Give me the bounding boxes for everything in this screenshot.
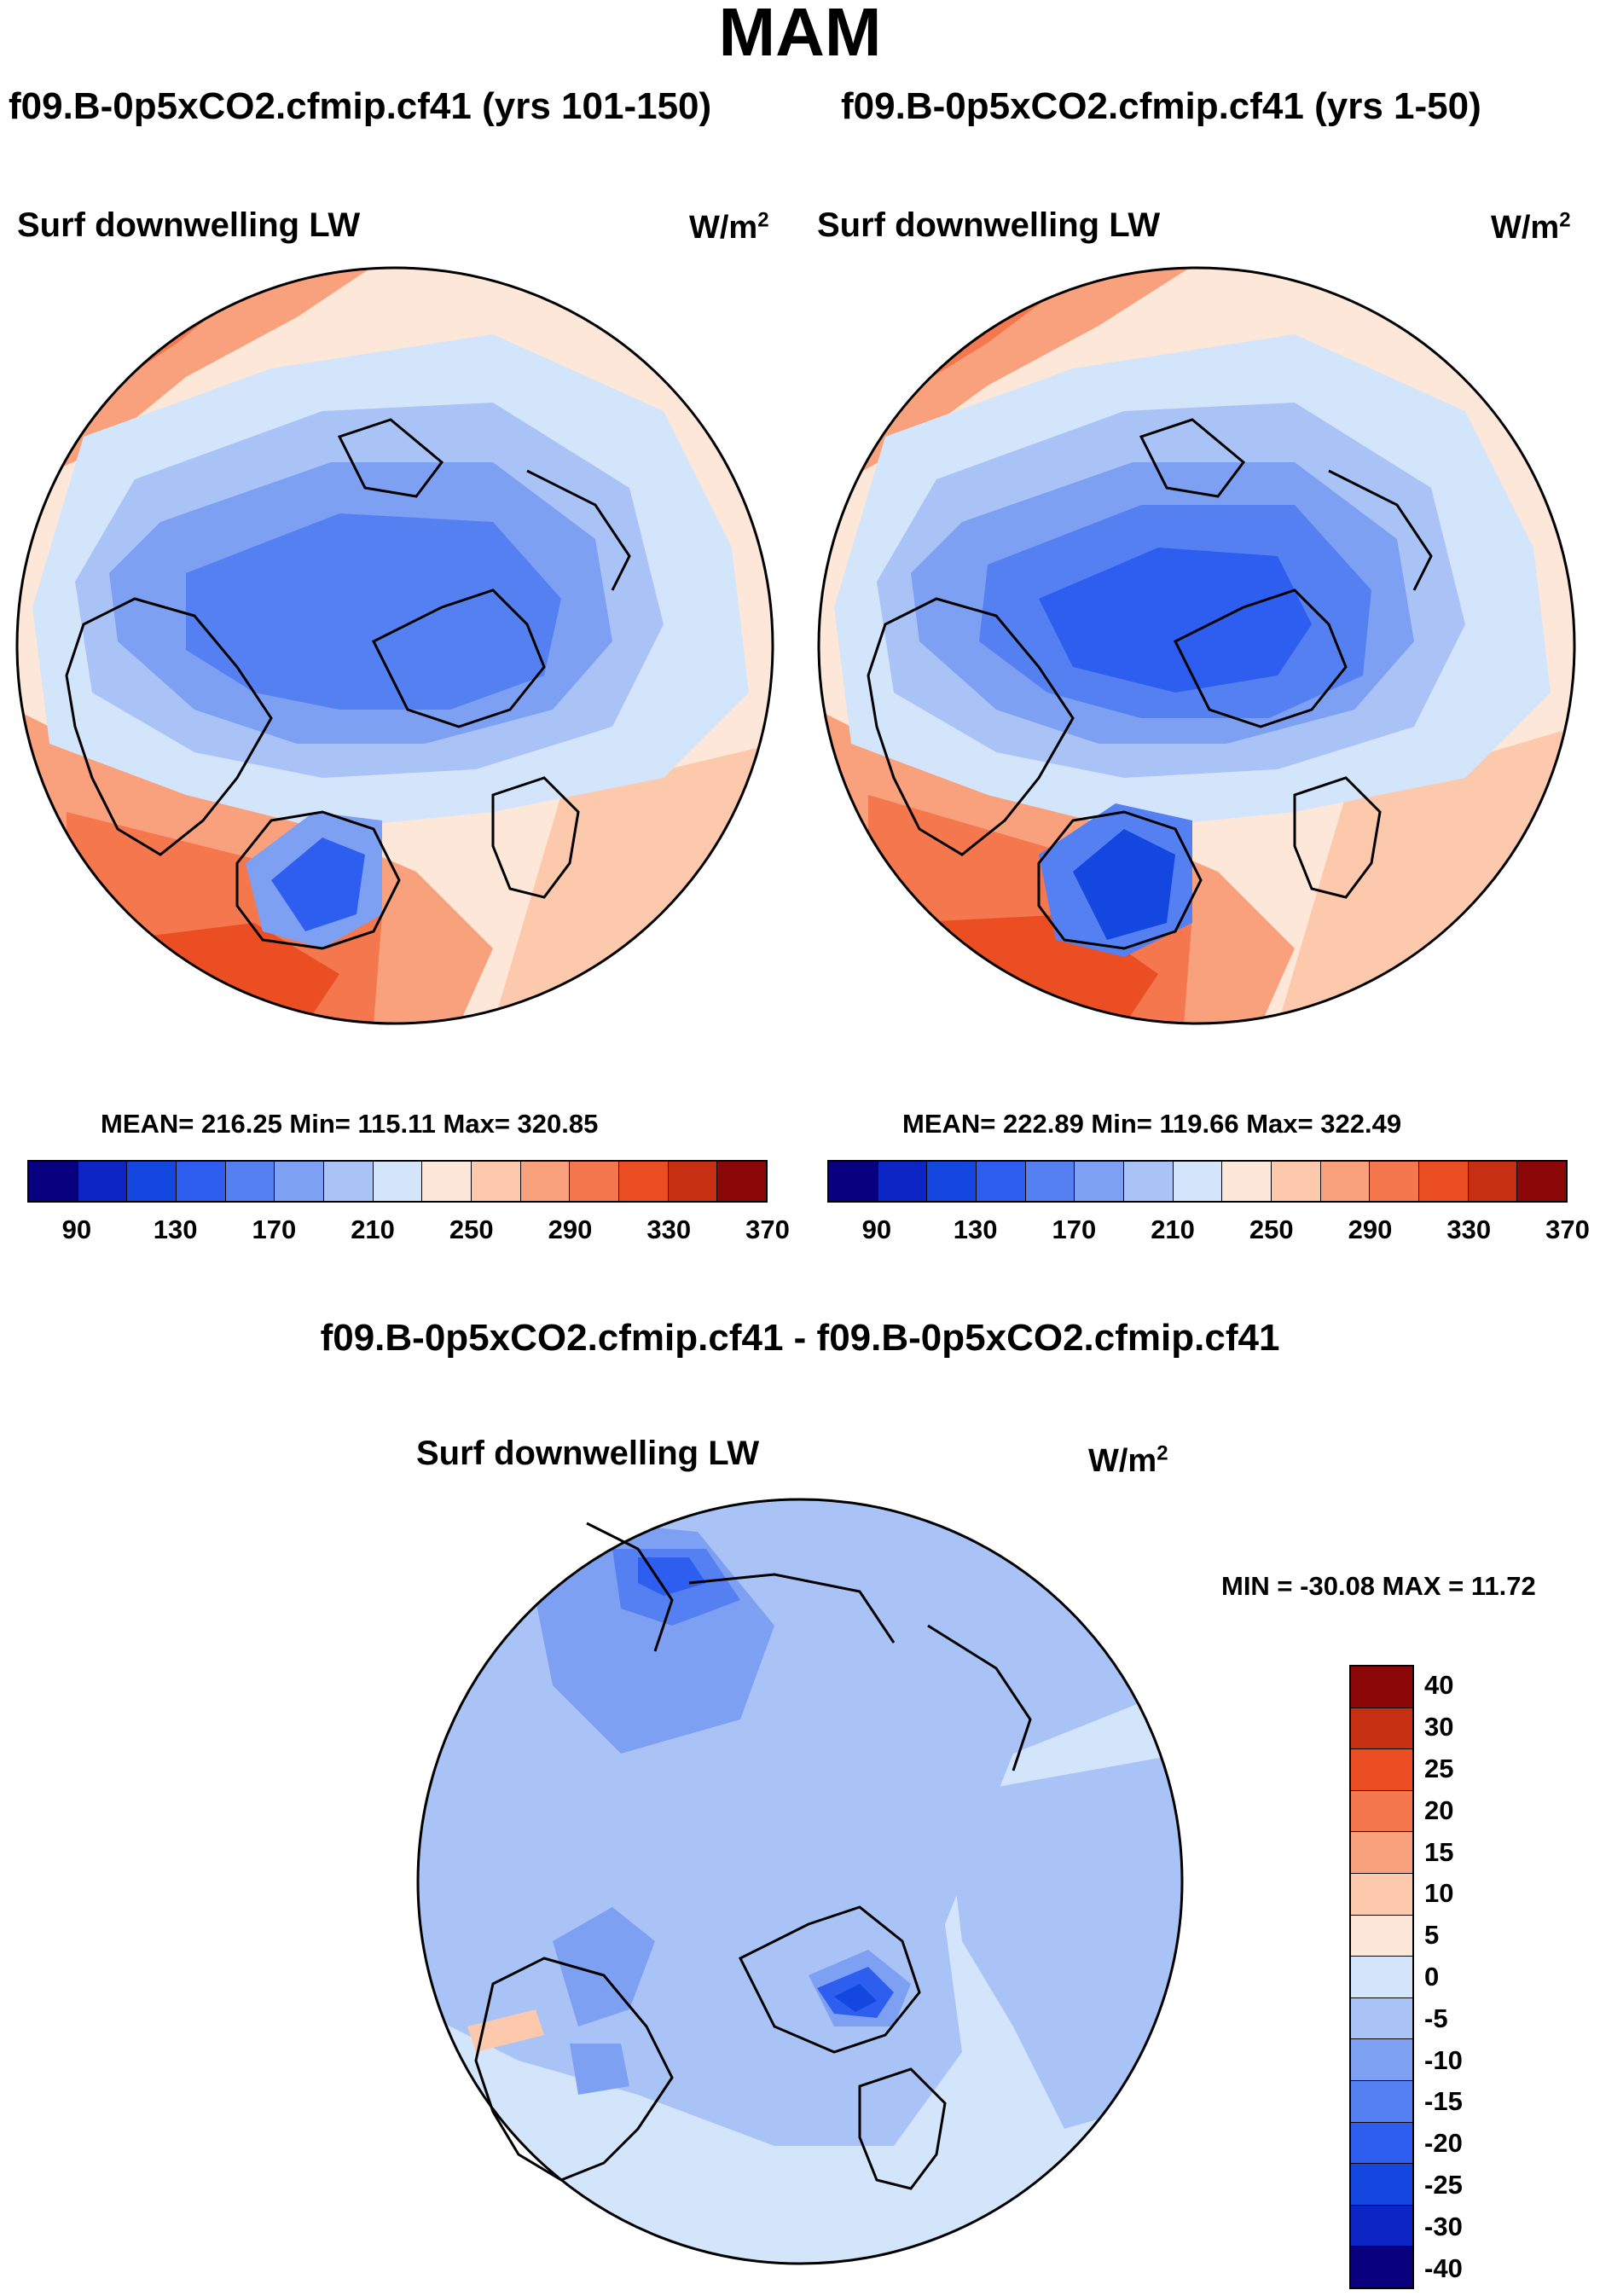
panel1-colorbar-tick-label: 130 bbox=[153, 1215, 198, 1244]
panel2-colorbar-swatch bbox=[977, 1162, 1026, 1201]
diff-variable-label: Surf downwelling LW bbox=[416, 1435, 760, 1472]
panel2-colorbar-tick-label: 130 bbox=[953, 1215, 998, 1244]
diff-colorbar-tick-label: -30 bbox=[1424, 2211, 1463, 2241]
diff-units: W/m2 bbox=[1088, 1441, 1168, 1479]
panel2-polar-map bbox=[817, 266, 1576, 1025]
panel2-colorbar-swatch bbox=[1517, 1162, 1567, 1201]
diff-colorbar-tick-label: -10 bbox=[1424, 2044, 1463, 2075]
panel2-colorbar-swatch bbox=[829, 1162, 878, 1201]
panel2-colorbar-swatch bbox=[1075, 1162, 1125, 1201]
panel1-colorbar-tick-label: 210 bbox=[351, 1215, 395, 1244]
diff-colorbar-swatch bbox=[1351, 2122, 1412, 2165]
diff-colorbar-tick-label: 10 bbox=[1424, 1878, 1454, 1909]
diff-colorbar-tick-label: -15 bbox=[1424, 2086, 1463, 2117]
panel1-units: W/m2 bbox=[689, 208, 769, 246]
diff-colorbar-swatch bbox=[1351, 2205, 1412, 2247]
panel2-stats: MEAN= 222.89 Min= 119.66 Max= 322.49 bbox=[902, 1109, 1402, 1139]
diff-colorbar-tick-label: 5 bbox=[1424, 1920, 1440, 1951]
panel1-colorbar-swatch bbox=[78, 1162, 128, 1201]
diff-colorbar-swatch bbox=[1351, 1708, 1412, 1750]
panel1-colorbar-swatch bbox=[127, 1162, 177, 1201]
panel1-colorbar-swatch bbox=[422, 1162, 472, 1201]
diff-colorbar-swatch bbox=[1351, 2247, 1412, 2287]
panel2-colorbar-swatch bbox=[1320, 1162, 1371, 1201]
panel2-colorbar-tick-label: 90 bbox=[861, 1215, 892, 1244]
panel2-colorbar-swatch bbox=[1173, 1162, 1223, 1201]
panel1-polar-map bbox=[15, 266, 774, 1025]
panel2-case-title: f09.B-0p5xCO2.cfmip.cf41 (yrs 1-50) bbox=[841, 85, 1481, 127]
diff-colorbar-swatch bbox=[1351, 2164, 1412, 2206]
diff-case-title: f09.B-0p5xCO2.cfmip.cf41 - f09.B-0p5xCO2… bbox=[320, 1317, 1280, 1359]
diff-colorbar-tick-label: -20 bbox=[1424, 2128, 1463, 2159]
diff-colorbar-tick-label: 15 bbox=[1424, 1836, 1454, 1867]
panel1-colorbar-swatch bbox=[177, 1162, 226, 1201]
panel2-colorbar-swatch bbox=[1468, 1162, 1518, 1201]
panel1-colorbar-tick-label: 90 bbox=[61, 1215, 92, 1244]
panel2-colorbar-swatch bbox=[1272, 1162, 1321, 1201]
panel1-colorbar-swatch bbox=[225, 1162, 275, 1201]
panel1-colorbar-swatch bbox=[472, 1162, 521, 1201]
diff-colorbar-swatch bbox=[1351, 1915, 1412, 1957]
diff-colorbar-tick-label: 0 bbox=[1424, 1962, 1440, 1992]
panel1-colorbar-tick-label: 170 bbox=[252, 1215, 297, 1244]
panel2-colorbar-swatch bbox=[1419, 1162, 1469, 1201]
panel1-variable-label: Surf downwelling LW bbox=[17, 206, 361, 244]
panel1-colorbar-swatch bbox=[668, 1162, 718, 1201]
diff-colorbar-tick-label: -5 bbox=[1424, 2003, 1448, 2033]
diff-colorbar-swatch bbox=[1351, 1957, 1412, 1998]
panel2-colorbar-swatch bbox=[1124, 1162, 1174, 1201]
panel2-colorbar-tick-label: 170 bbox=[1052, 1215, 1097, 1244]
panel2-colorbar-swatch bbox=[1025, 1162, 1075, 1201]
diff-colorbar-swatch bbox=[1351, 1790, 1412, 1833]
panel2-variable-label: Surf downwelling LW bbox=[817, 206, 1161, 244]
panel1-colorbar-swatch bbox=[717, 1162, 767, 1201]
diff-colorbar-tick-label: -40 bbox=[1424, 2253, 1463, 2283]
diff-colorbar bbox=[1349, 1665, 1414, 2289]
diff-colorbar-swatch bbox=[1351, 1832, 1412, 1874]
diff-colorbar-swatch bbox=[1351, 1749, 1412, 1791]
diff-colorbar-tick-label: 30 bbox=[1424, 1712, 1454, 1742]
panel1-colorbar-swatch bbox=[29, 1162, 78, 1201]
diff-colorbar-tick-label: 25 bbox=[1424, 1754, 1454, 1783]
panel1-colorbar bbox=[27, 1160, 768, 1203]
panel1-colorbar-tick-label: 370 bbox=[745, 1215, 790, 1244]
diff-colorbar-tick-label: 20 bbox=[1424, 1794, 1454, 1825]
panel1-colorbar-swatch bbox=[619, 1162, 669, 1201]
panel1-case-title: f09.B-0p5xCO2.cfmip.cf41 (yrs 101-150) bbox=[9, 85, 712, 127]
panel2-colorbar-swatch bbox=[927, 1162, 977, 1201]
panel2-colorbar-tick-label: 210 bbox=[1151, 1215, 1195, 1244]
panel1-colorbar-tick-label: 290 bbox=[548, 1215, 593, 1244]
panel2-colorbar bbox=[827, 1160, 1568, 1203]
diff-colorbar-swatch bbox=[1351, 1667, 1412, 1708]
panel1-colorbar-swatch bbox=[324, 1162, 374, 1201]
panel2-units: W/m2 bbox=[1491, 208, 1571, 246]
panel1-colorbar-swatch bbox=[275, 1162, 325, 1201]
page-title: MAM bbox=[718, 0, 882, 70]
diff-colorbar-tick-label: -25 bbox=[1424, 2170, 1463, 2200]
panel1-colorbar-swatch bbox=[570, 1162, 620, 1201]
panel1-colorbar-tick-label: 330 bbox=[646, 1215, 692, 1244]
panel1-colorbar-swatch bbox=[520, 1162, 571, 1201]
panel1-colorbar-swatch bbox=[373, 1162, 423, 1201]
panel1-stats: MEAN= 216.25 Min= 115.11 Max= 320.85 bbox=[101, 1109, 599, 1139]
diff-colorbar-tick-label: 40 bbox=[1424, 1670, 1454, 1701]
panel2-colorbar-swatch bbox=[1222, 1162, 1272, 1201]
panel2-colorbar-tick-label: 370 bbox=[1545, 1215, 1590, 1244]
panel2-colorbar-swatch bbox=[1370, 1162, 1420, 1201]
diff-stats: MIN = -30.08 MAX = 11.72 bbox=[1221, 1571, 1536, 1601]
panel1-colorbar-tick-label: 250 bbox=[449, 1215, 494, 1244]
panel2-colorbar-tick-label: 290 bbox=[1348, 1215, 1393, 1244]
diff-colorbar-swatch bbox=[1351, 2080, 1412, 2123]
diff-colorbar-swatch bbox=[1351, 2039, 1412, 2081]
diff-colorbar-swatch bbox=[1351, 1997, 1412, 2040]
panel2-colorbar-tick-label: 330 bbox=[1446, 1215, 1492, 1244]
panel2-colorbar-swatch bbox=[878, 1162, 928, 1201]
diff-colorbar-swatch bbox=[1351, 1873, 1412, 1916]
diff-polar-map bbox=[416, 1498, 1184, 2265]
panel2-colorbar-tick-label: 250 bbox=[1249, 1215, 1294, 1244]
